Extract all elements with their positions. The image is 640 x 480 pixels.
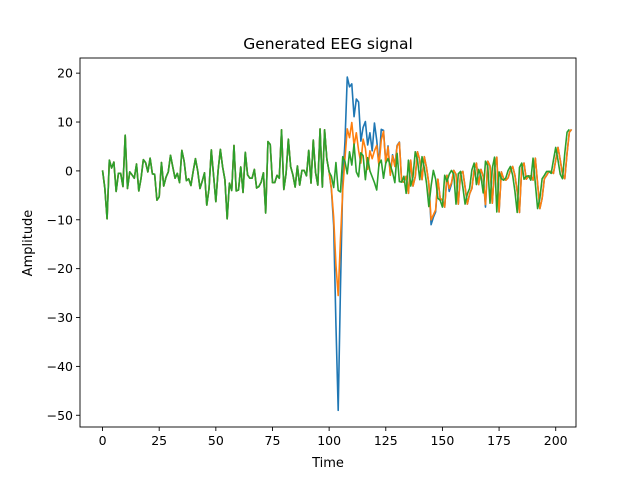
y-tick-label: 0: [65, 163, 73, 178]
x-tick-label: 125: [374, 433, 398, 448]
y-axis: −50 −40 −30 −20 −10 0 10 20: [47, 66, 80, 423]
y-tick-label: −10: [47, 212, 73, 227]
x-tick-label: 100: [317, 433, 341, 448]
y-tick-label: −40: [47, 359, 73, 374]
x-tick-label: 200: [544, 433, 568, 448]
x-tick-label: 175: [487, 433, 511, 448]
axes-frame: [79, 57, 577, 428]
chart-title: Generated EEG signal: [243, 35, 413, 53]
y-tick-label: −50: [47, 408, 73, 423]
y-axis-label: Amplitude: [21, 210, 36, 277]
y-tick-label: −20: [47, 261, 73, 276]
x-tick-label: 75: [265, 433, 281, 448]
x-tick-label: 50: [208, 433, 224, 448]
y-tick-label: 20: [57, 66, 73, 81]
x-axis: 0 25 50 75 100 125 150 175 200: [99, 427, 568, 448]
x-tick-label: 25: [151, 433, 167, 448]
series-line-3: [101, 128, 570, 220]
y-tick-label: −30: [47, 310, 73, 325]
y-tick-label: 10: [57, 115, 73, 130]
x-axis-label: Time: [311, 456, 344, 471]
series-layer: [101, 76, 573, 412]
x-tick-label: 0: [99, 433, 107, 448]
x-tick-label: 150: [430, 433, 454, 448]
